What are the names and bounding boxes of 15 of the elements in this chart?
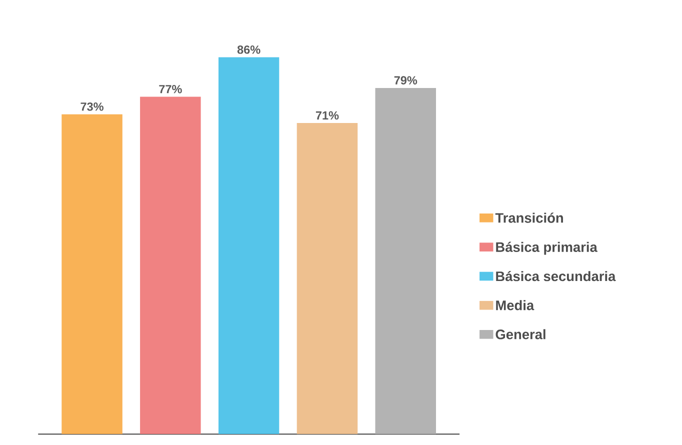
- data-label: 73%: [80, 102, 104, 111]
- bar: [218, 57, 280, 434]
- legend-label: Transición: [495, 212, 563, 223]
- bar: [375, 88, 436, 434]
- data-label: 79%: [394, 76, 418, 85]
- bar: [296, 123, 358, 434]
- legend-label: Básica primaria: [496, 242, 598, 255]
- bar: [62, 114, 122, 434]
- legend-label: Media: [496, 300, 534, 310]
- data-label: 86%: [237, 46, 260, 54]
- legend-label: Básica secundaria: [496, 270, 616, 282]
- data-label: 77%: [159, 85, 182, 94]
- bar: [140, 96, 201, 434]
- data-label: 71%: [316, 111, 339, 120]
- legend-label: General: [496, 329, 546, 340]
